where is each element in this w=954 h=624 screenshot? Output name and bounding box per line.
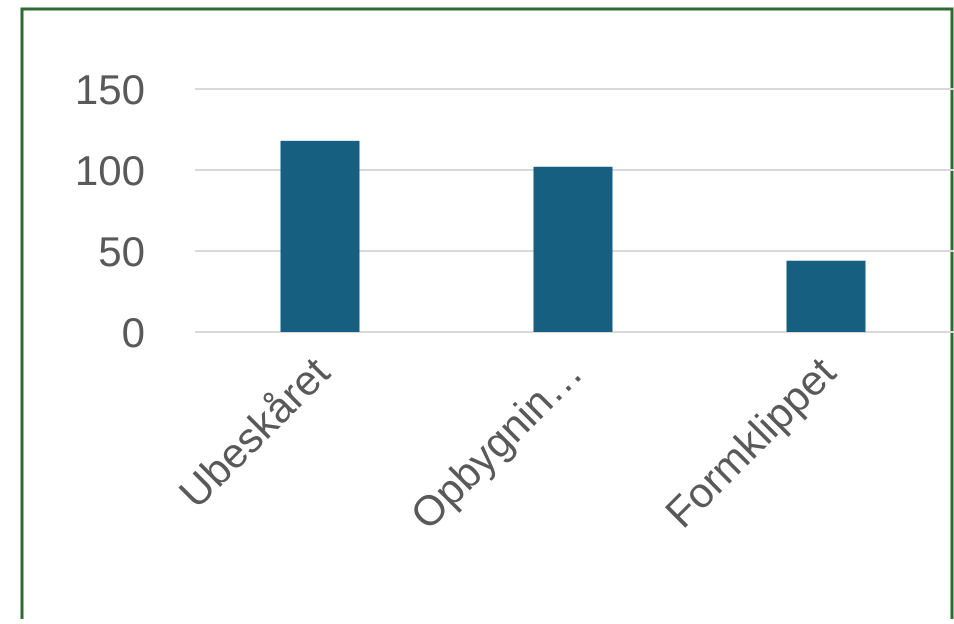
y-tick-label: 100 [75,147,145,194]
bar [786,260,866,332]
y-tick-label: 50 [98,228,145,275]
bar [533,166,613,332]
y-tick-label: 150 [75,66,145,113]
bars [280,140,866,332]
y-axis-tick-labels: 0 50 100 150 [75,66,145,356]
y-tick-label: 0 [122,309,145,356]
bar [280,140,360,332]
